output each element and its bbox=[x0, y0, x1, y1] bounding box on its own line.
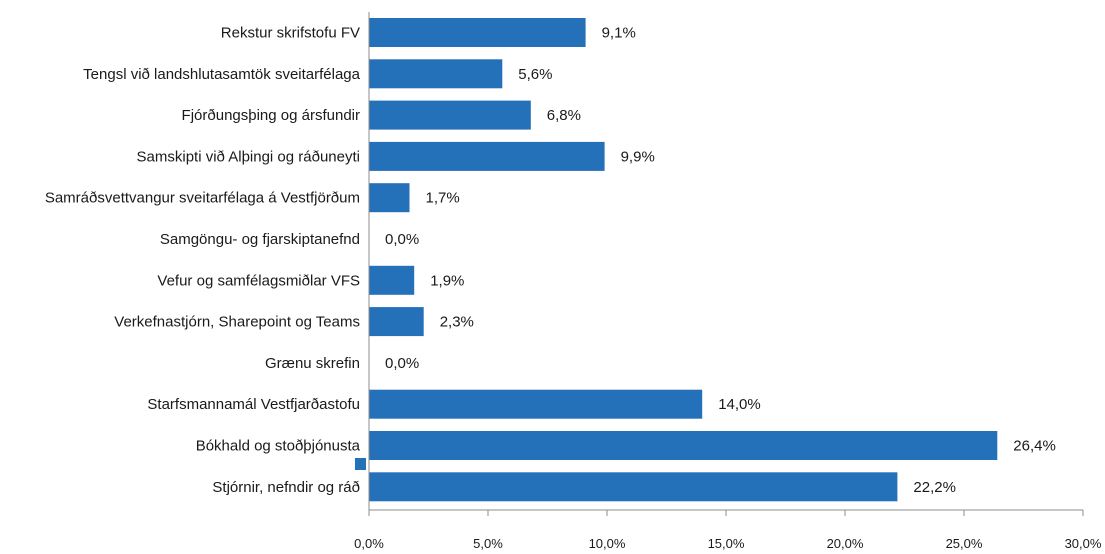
category-label: Vefur og samfélagsmiðlar VFS bbox=[157, 272, 360, 289]
value-label: 22,2% bbox=[913, 479, 956, 496]
category-label: Samgöngu- og fjarskiptanefnd bbox=[160, 231, 360, 248]
legend-swatch bbox=[355, 458, 366, 470]
bar bbox=[369, 141, 605, 171]
value-label: 26,4% bbox=[1013, 438, 1056, 455]
value-label: 0,0% bbox=[385, 231, 419, 248]
x-tick-label: 25,0% bbox=[946, 536, 983, 551]
bars-group bbox=[369, 18, 998, 502]
category-label: Stjórnir, nefndir og ráð bbox=[212, 479, 360, 496]
x-tick-label: 5,0% bbox=[473, 536, 503, 551]
bar bbox=[369, 59, 503, 89]
category-labels-group: Rekstur skrifstofu FV Tengsl við landshlu… bbox=[45, 25, 361, 496]
bar bbox=[369, 18, 586, 47]
bar bbox=[369, 307, 424, 337]
bar bbox=[369, 389, 703, 419]
category-label: Samráðsvettvangur sveitarfélaga á Vestfj… bbox=[45, 190, 360, 207]
value-label: 5,6% bbox=[518, 66, 552, 83]
value-label: 9,9% bbox=[621, 148, 655, 165]
x-ticks-group: 0,0% 5,0% 10,0% 15,0% 20,0% 25,0% 30,0% bbox=[354, 510, 1102, 551]
x-tick-label: 10,0% bbox=[589, 536, 626, 551]
category-label: Fjórðungsþing og ársfundir bbox=[182, 107, 360, 124]
value-label: 1,9% bbox=[430, 272, 464, 289]
category-label: Rekstur skrifstofu FV bbox=[221, 25, 360, 42]
category-label: Verkefnastjórn, Sharepoint og Teams bbox=[114, 314, 360, 331]
bar bbox=[369, 431, 998, 460]
category-label: Starfsmannamál Vestfjarðastofu bbox=[147, 396, 360, 413]
bar bbox=[369, 183, 410, 213]
x-tick-label: 0,0% bbox=[354, 536, 384, 551]
value-labels-group: 9,1% 5,6% 6,8% 9,9% 1,7% 0,0% 1,9% 2,3% 0,0% 14,0… bbox=[385, 25, 1056, 496]
x-tick-label: 30,0% bbox=[1065, 536, 1102, 551]
value-label: 2,3% bbox=[440, 314, 474, 331]
category-label: Tengsl við landshlutasamtök sveitarfélag… bbox=[83, 66, 360, 83]
category-label: Grænu skrefin bbox=[265, 355, 360, 372]
x-tick-label: 20,0% bbox=[827, 536, 864, 551]
category-label: Bókhald og stoðþjónusta bbox=[196, 438, 361, 455]
category-label: Samskipti við Alþingi og ráðuneyti bbox=[137, 148, 360, 165]
bar bbox=[369, 100, 531, 130]
bar bbox=[369, 472, 898, 502]
x-tick-label: 15,0% bbox=[708, 536, 745, 551]
bar bbox=[369, 265, 415, 295]
value-label: 1,7% bbox=[426, 190, 460, 207]
value-label: 14,0% bbox=[718, 396, 761, 413]
value-label: 0,0% bbox=[385, 355, 419, 372]
value-label: 6,8% bbox=[547, 107, 581, 124]
value-label: 9,1% bbox=[602, 25, 636, 42]
